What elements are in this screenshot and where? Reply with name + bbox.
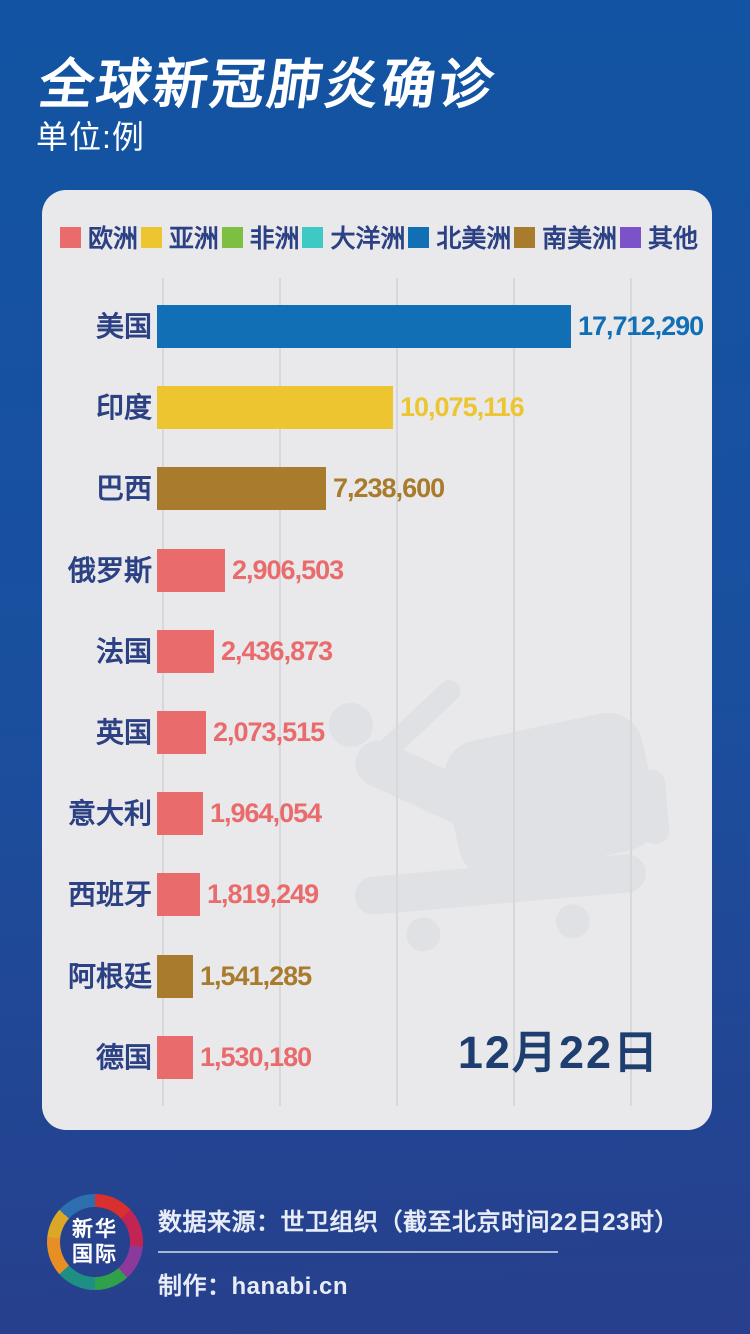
value-label: 10,075,116 (400, 392, 525, 423)
legend-label: 其他 (647, 225, 698, 253)
value-label: 1,541,285 (200, 960, 312, 991)
bar-row: 印度 10,075,116 (42, 386, 712, 467)
bar (157, 954, 193, 998)
legend-swatch (408, 226, 430, 248)
legend-swatch (619, 226, 641, 248)
xinhua-international-logo: 新华 国际 (47, 1194, 143, 1290)
country-label: 巴西 (95, 473, 152, 505)
legend-label: 非洲 (249, 225, 300, 253)
chart-panel: 欧洲 亚洲 非洲 大洋洲 北美洲 南美洲 其他 美国 17,712,290 印度 10,075,1… (42, 190, 712, 1130)
value-label: 2,436,873 (221, 635, 333, 666)
country-label: 德国 (95, 1041, 152, 1073)
legend-item: 南美洲 (514, 219, 617, 255)
country-label: 阿根廷 (67, 960, 152, 992)
data-source-text: 数据来源：世卫组织（截至北京时间22日23时） (158, 1209, 679, 1236)
footer: 数据来源：世卫组织（截至北京时间22日23时） 制作：hanabi.cn (158, 1202, 679, 1301)
gridline (396, 278, 398, 1106)
bar (157, 1035, 193, 1079)
country-label: 意大利 (67, 798, 152, 830)
legend-swatch (140, 226, 162, 248)
plot-area: 美国 17,712,290 印度 10,075,116 巴西 7,238,600 俄罗斯 2,… (42, 190, 712, 1130)
legend-item: 北美洲 (408, 219, 511, 255)
bar-row: 西班牙 1,819,249 (42, 873, 712, 954)
country-label: 英国 (95, 716, 152, 748)
bar (157, 467, 326, 511)
bar (157, 710, 206, 754)
logo-line2: 国际 (72, 1243, 118, 1266)
bar-row: 阿根廷 1,541,285 (42, 954, 712, 1036)
bar (157, 305, 571, 348)
value-label: 2,906,503 (232, 554, 344, 585)
gridline (513, 278, 515, 1106)
legend-swatch (221, 226, 243, 248)
value-label: 17,712,290 (578, 311, 704, 341)
bar (157, 548, 225, 592)
bar-rows: 美国 17,712,290 印度 10,075,116 巴西 7,238,600 俄罗斯 2,… (42, 305, 712, 1117)
value-label: 1,964,054 (210, 798, 322, 829)
gridline (162, 278, 164, 1106)
bar (157, 629, 214, 673)
legend-label: 大洋洲 (330, 225, 406, 253)
bar (157, 873, 200, 917)
legend-swatch (60, 226, 81, 248)
bar-row: 英国 2,073,515 (42, 710, 712, 792)
legend-item: 其他 (619, 219, 698, 255)
logo-text: 新华 国际 (60, 1207, 130, 1277)
legend-label: 欧洲 (88, 225, 139, 253)
value-label: 2,073,515 (213, 716, 325, 747)
legend-item: 大洋洲 (302, 219, 406, 255)
gridline (630, 278, 632, 1106)
country-label: 俄罗斯 (67, 554, 152, 586)
bar (157, 792, 203, 836)
value-label: 1,530,180 (200, 1041, 312, 1072)
gridline (279, 278, 281, 1106)
value-label: 1,819,249 (207, 879, 319, 910)
footer-divider (158, 1251, 558, 1253)
bar-row: 意大利 1,964,054 (42, 792, 712, 873)
legend-item: 亚洲 (140, 219, 219, 255)
page-title: 全球新冠肺炎确诊 (35, 55, 500, 115)
bar-row: 巴西 7,238,600 (42, 467, 712, 548)
legend-swatch (302, 226, 324, 248)
legend-item: 欧洲 (60, 219, 138, 255)
legend: 欧洲 亚洲 非洲 大洋洲 北美洲 南美洲 其他 (60, 219, 698, 255)
credit-text: 制作：hanabi.cn (158, 1273, 349, 1300)
legend-item: 非洲 (221, 219, 300, 255)
bar (157, 386, 393, 430)
country-label: 法国 (95, 635, 152, 667)
unit-label: 单位:例 (36, 119, 145, 155)
date-label: 12月22日 (457, 1027, 660, 1078)
legend-swatch (514, 226, 536, 248)
bar-row: 法国 2,436,873 (42, 629, 712, 711)
bar-row: 德国 1,530,180 (42, 1035, 712, 1117)
bar-row: 俄罗斯 2,906,503 (42, 548, 712, 630)
legend-label: 北美洲 (436, 225, 512, 253)
hospital-bed-watermark-icon (328, 680, 670, 952)
country-label: 美国 (95, 311, 152, 342)
country-label: 西班牙 (67, 879, 152, 911)
bar-row: 美国 17,712,290 (42, 305, 712, 386)
value-label: 7,238,600 (333, 473, 445, 504)
legend-label: 南美洲 (542, 225, 618, 253)
country-label: 印度 (95, 392, 152, 424)
legend-label: 亚洲 (168, 225, 219, 253)
logo-line1: 新华 (72, 1218, 118, 1241)
